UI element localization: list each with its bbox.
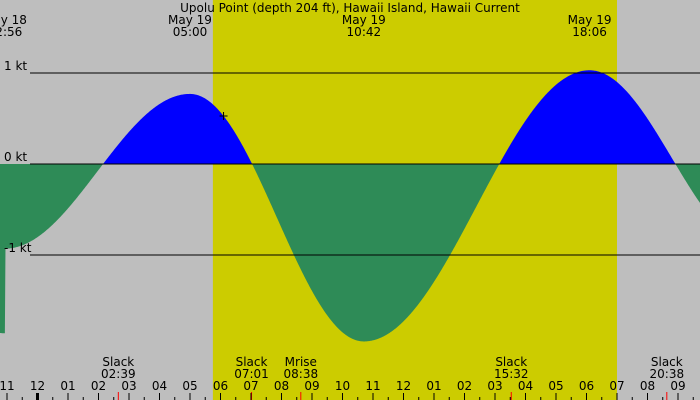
event-date-label: May 19 <box>342 13 386 27</box>
x-tick-label: 02 <box>457 379 472 393</box>
x-axis-ticks: 11 12 01 02 03 04 05 06 07 08 09 10 11 12 01 02 03 04 05 06… <box>0 379 694 400</box>
x-tick-label: 08 <box>640 379 655 393</box>
x-tick-label: 05 <box>548 379 563 393</box>
x-tick-label: 07 <box>609 379 624 393</box>
y-gridlines <box>30 72 700 256</box>
x-tick-label: 05 <box>182 379 197 393</box>
x-tick-label: 12 <box>396 379 411 393</box>
event-date-label: May 19 <box>568 13 612 27</box>
x-tick-label: 01 <box>60 379 75 393</box>
chart-title: Upolu Point (depth 204 ft), Hawaii Islan… <box>180 1 520 15</box>
x-tick-label: 08 <box>274 379 289 393</box>
moonrise-label: Mrise <box>285 355 317 369</box>
slack-label: Slack <box>236 355 268 369</box>
x-tick-label: 07 <box>243 379 258 393</box>
flood-current-area <box>0 70 700 164</box>
x-tick-label: 12 <box>30 379 45 393</box>
x-tick-label: 06 <box>213 379 228 393</box>
y-tick-label: -1 kt <box>4 241 32 255</box>
slack-time-label: 15:32 <box>494 367 529 381</box>
now-marker <box>219 111 228 120</box>
slack-label: Slack <box>651 355 683 369</box>
slack-time-label: 20:38 <box>650 367 685 381</box>
x-tick-label: 10 <box>335 379 350 393</box>
x-tick-label: 11 <box>365 379 380 393</box>
event-time-label: 10:42 <box>347 25 382 39</box>
slack-labels: Slack02:39Slack07:01Slack15:32Slack20:38… <box>101 355 684 400</box>
current-areas <box>0 70 700 342</box>
y-tick-label: 1 kt <box>4 59 27 73</box>
x-tick-label: 03 <box>487 379 502 393</box>
moonrise-time-label: 08:38 <box>284 367 319 381</box>
ebb-current-area <box>0 164 700 342</box>
event-date-label: May 19 <box>168 13 212 27</box>
slack-time-label: 07:01 <box>234 367 269 381</box>
slack-label: Slack <box>102 355 134 369</box>
event-date-label: May 18 <box>0 13 27 27</box>
event-time-label: 22:56 <box>0 25 22 39</box>
x-tick-label: 01 <box>426 379 441 393</box>
x-tick-label: 09 <box>670 379 685 393</box>
slack-time-label: 02:39 <box>101 367 136 381</box>
y-tick-labels: 1 kt 0 kt -1 kt <box>4 59 32 255</box>
x-tick-label: 04 <box>152 379 167 393</box>
y-tick-label: 0 kt <box>4 150 27 164</box>
x-tick-label: 09 <box>304 379 319 393</box>
x-tick-label: 03 <box>121 379 136 393</box>
x-tick-label: 02 <box>91 379 106 393</box>
event-time-label: 18:06 <box>572 25 607 39</box>
x-tick-label: 06 <box>579 379 594 393</box>
event-time-label: 05:00 <box>173 25 208 39</box>
x-tick-label: 04 <box>518 379 533 393</box>
slack-label: Slack <box>495 355 527 369</box>
x-tick-label: 11 <box>0 379 15 393</box>
